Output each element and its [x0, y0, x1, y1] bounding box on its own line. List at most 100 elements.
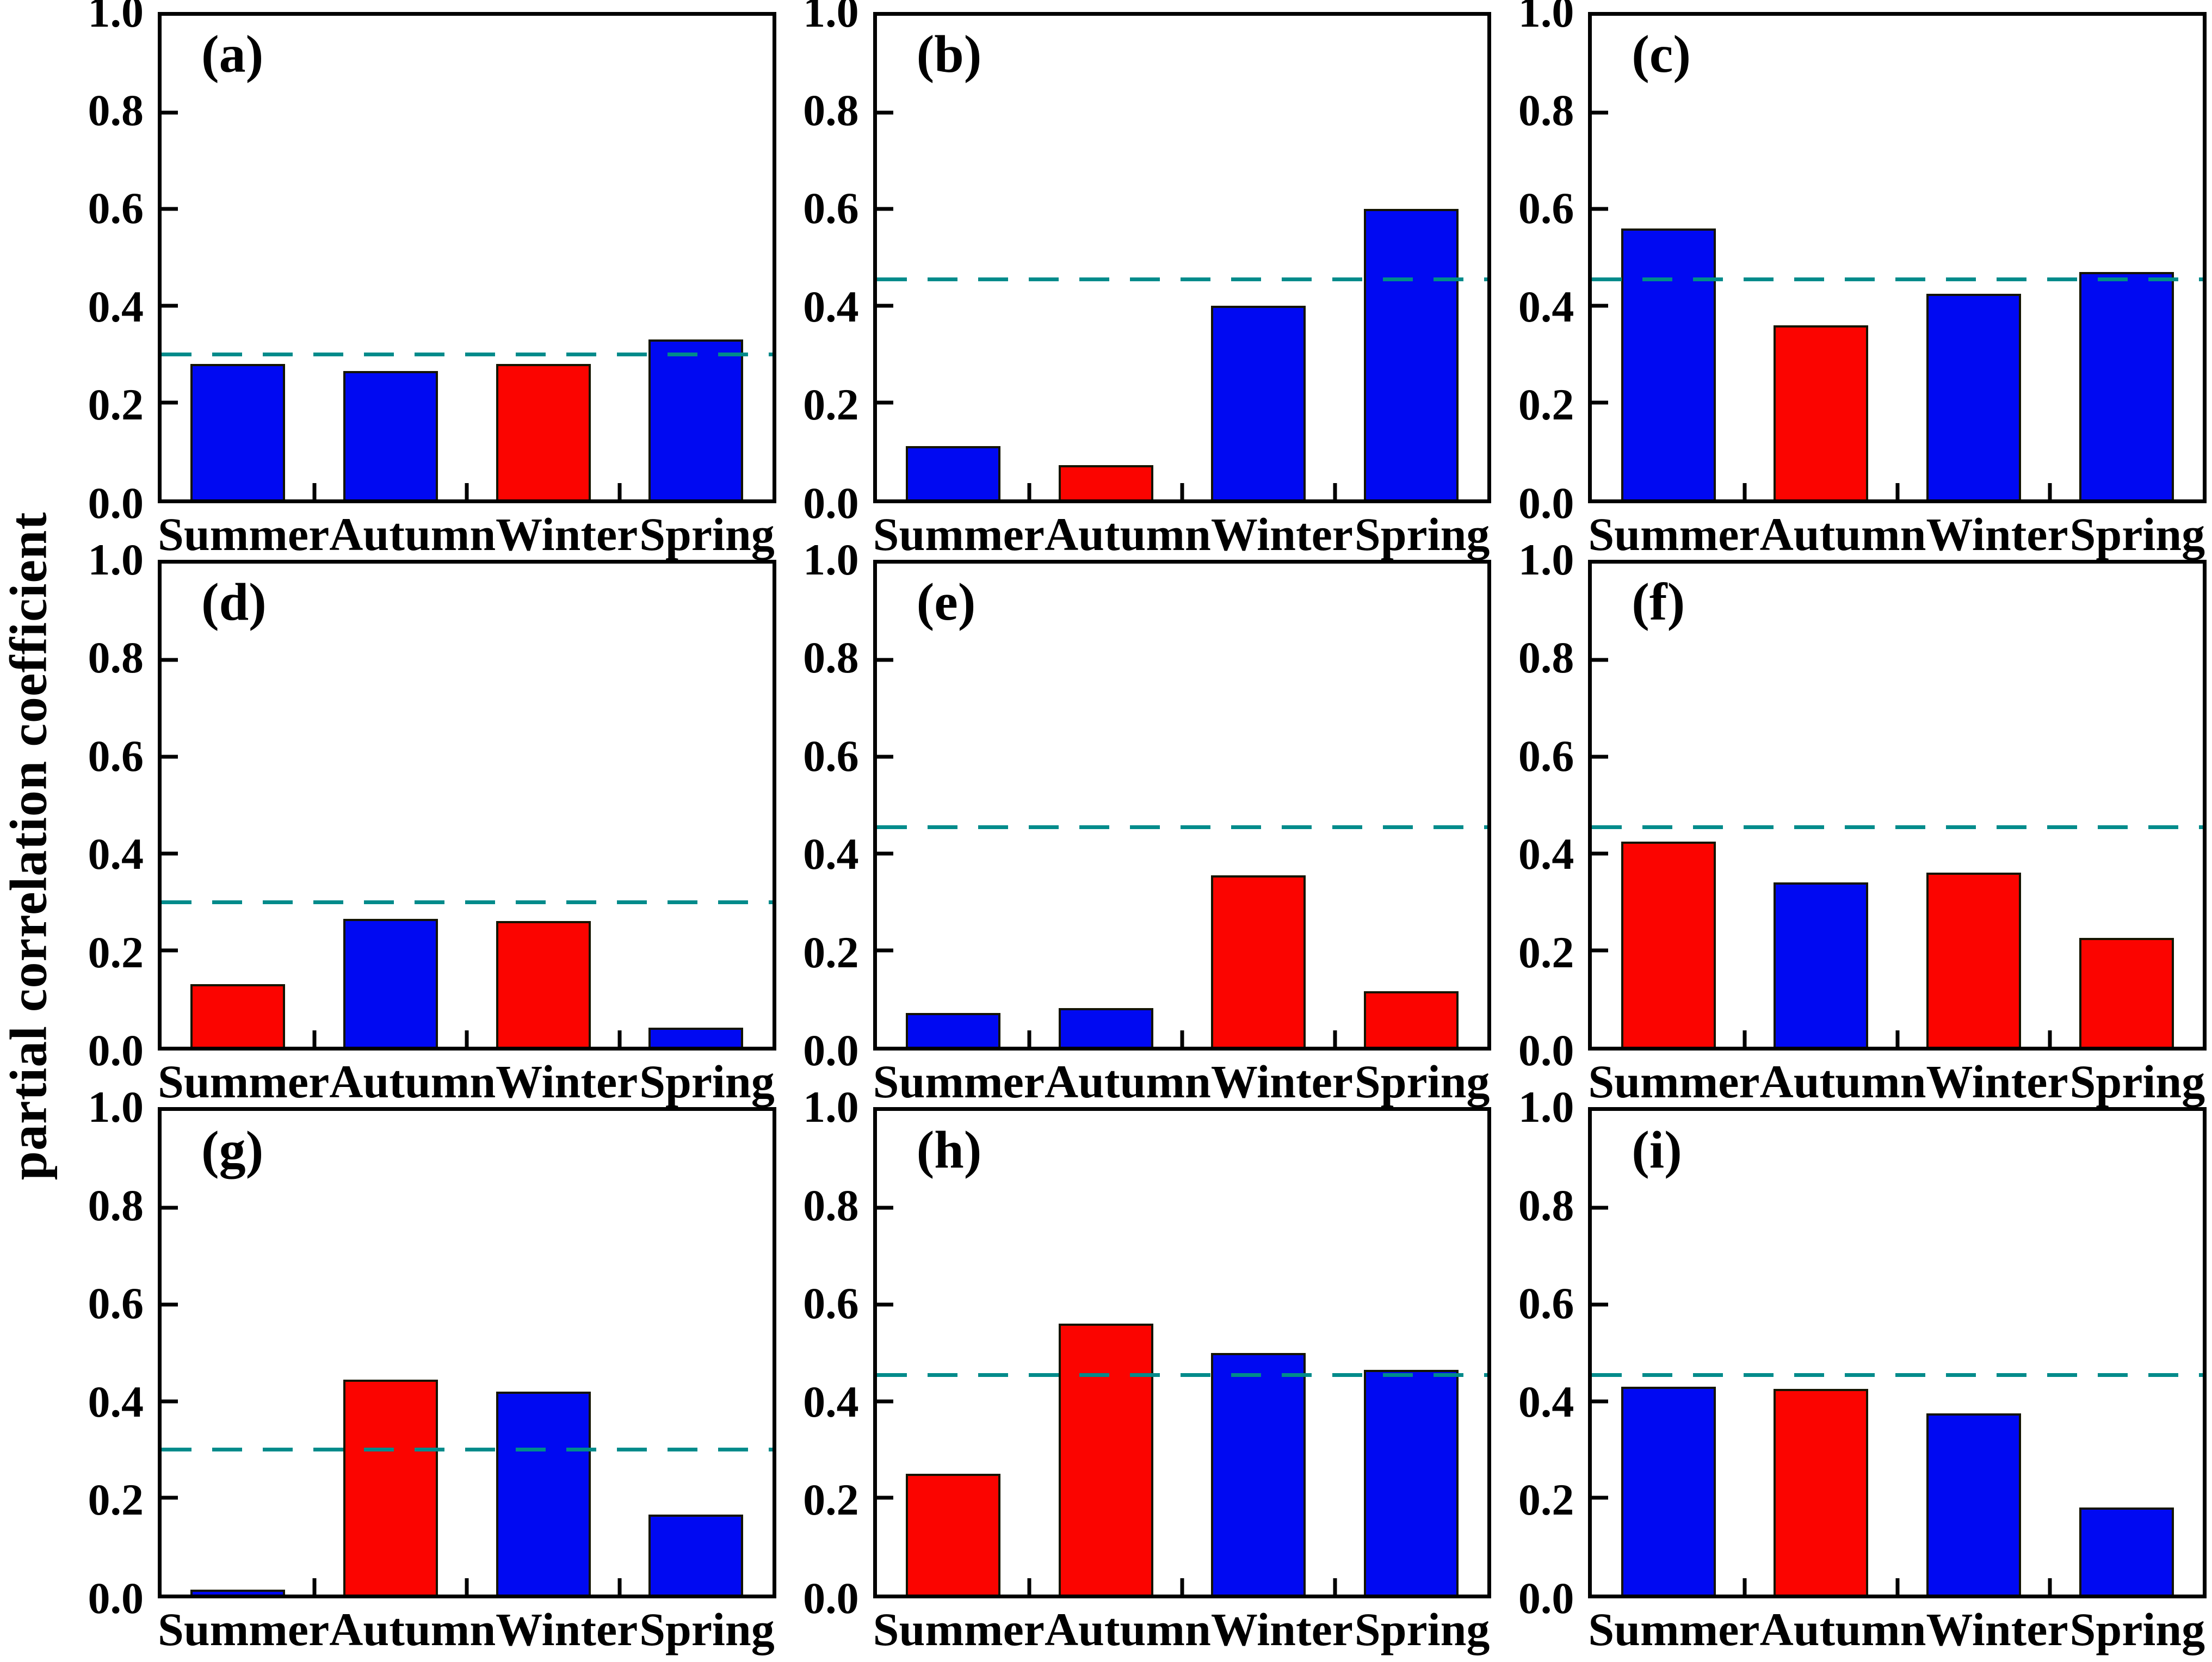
plot-area: (g): [158, 1107, 776, 1598]
x-label-winter: Winter: [496, 508, 638, 560]
bar-spring: [648, 1515, 744, 1595]
y-tick-label: 0.2: [88, 380, 144, 430]
bar-summer: [905, 1473, 1000, 1595]
y-tick-label: 1.0: [803, 1082, 859, 1132]
y-tick-label: 0.0: [88, 478, 144, 528]
x-tick-mark: [2048, 1030, 2052, 1047]
y-tick-mark: [876, 851, 893, 856]
y-tick-label: 0.8: [803, 85, 859, 135]
y-tick-label: 0.6: [803, 183, 859, 233]
x-label-summer: Summer: [1588, 508, 1760, 560]
y-tick-label: 1.0: [88, 1082, 144, 1132]
x-tick-mark: [1895, 1030, 1900, 1047]
plot-area: (i): [1588, 1107, 2207, 1598]
bar-summer: [1621, 228, 1716, 499]
bar-spring: [2079, 1507, 2174, 1595]
significance-threshold-dashed-line: [876, 277, 1488, 282]
y-tick-label: 0.0: [803, 1573, 859, 1623]
y-axis-tick-labels: 0.0 0.2 0.4 0.6 0.8 1.0: [776, 1085, 873, 1621]
x-label-spring: Spring: [2069, 1603, 2205, 1655]
y-tick-label: 0.0: [1518, 478, 1574, 528]
significance-threshold-dashed-line: [876, 1373, 1488, 1377]
bar-summer: [190, 363, 286, 499]
y-tick-mark: [876, 207, 893, 211]
x-label-winter: Winter: [496, 1603, 638, 1655]
y-tick-label: 0.8: [1518, 1180, 1574, 1230]
y-tick-label: 1.0: [1518, 534, 1574, 584]
panel-letter: (g): [201, 1120, 264, 1179]
panel-letter: (c): [1632, 25, 1691, 84]
y-axis-tick-labels: 0.0 0.2 0.4 0.6 0.8 1.0: [1491, 1085, 1588, 1621]
significance-threshold-dashed-line: [162, 900, 773, 904]
chart-panel-b: 0.0 0.2 0.4 0.6 0.8 1.0 (b) Summer Autumn Winter S…: [776, 0, 1492, 560]
x-label-autumn: Autumn: [1759, 1603, 1926, 1655]
y-tick-label: 0.4: [88, 829, 144, 879]
y-tick-label: 0.8: [803, 1180, 859, 1230]
panel-letter: (d): [201, 572, 267, 632]
chart-panel-g: 0.0 0.2 0.4 0.6 0.8 1.0 (g) Summer Autumn Winter S…: [61, 1085, 776, 1655]
y-tick-label: 0.8: [88, 1180, 144, 1230]
x-label-spring: Spring: [2069, 508, 2205, 560]
y-axis-tick-labels: 0.0 0.2 0.4 0.6 0.8 1.0: [61, 0, 158, 525]
y-tick-mark: [876, 755, 893, 759]
bar-winter: [496, 921, 591, 1047]
bar-autumn: [1774, 1389, 1869, 1595]
bar-winter: [1926, 1413, 2021, 1595]
x-tick-mark: [1180, 483, 1184, 499]
x-label-summer: Summer: [873, 1603, 1045, 1655]
x-label-spring: Spring: [2069, 1055, 2205, 1108]
y-tick-mark: [876, 400, 893, 405]
y-tick-label: 0.0: [803, 478, 859, 528]
x-tick-mark: [1895, 1578, 1900, 1595]
y-tick-mark: [1592, 400, 1609, 405]
y-tick-label: 0.4: [1518, 1376, 1574, 1426]
y-tick-label: 0.6: [1518, 183, 1574, 233]
y-tick-label: 0.8: [803, 633, 859, 683]
y-tick-mark: [162, 851, 178, 856]
y-tick-label: 0.0: [88, 1573, 144, 1623]
y-tick-label: 0.6: [803, 1278, 859, 1329]
x-tick-mark: [312, 483, 317, 499]
y-tick-mark: [162, 110, 178, 115]
bar-autumn: [343, 1379, 438, 1595]
significance-threshold-dashed-line: [162, 1448, 773, 1452]
y-tick-label: 0.6: [88, 731, 144, 781]
y-tick-mark: [876, 110, 893, 115]
chart-panel-i: 0.0 0.2 0.4 0.6 0.8 1.0 (i) Summer Autumn Winter S…: [1491, 1085, 2207, 1655]
chart-panel-c: 0.0 0.2 0.4 0.6 0.8 1.0 (c) Summer Autumn Winter S…: [1491, 0, 2207, 560]
x-label-spring: Spring: [639, 1603, 775, 1655]
x-tick-mark: [617, 1030, 622, 1047]
x-axis-category-labels: Summer Autumn Winter Spring: [873, 1051, 1492, 1107]
bar-spring: [1363, 991, 1459, 1047]
plot-area: (f): [1588, 559, 2207, 1051]
bar-summer: [1621, 841, 1716, 1047]
x-label-summer: Summer: [1588, 1603, 1760, 1655]
x-label-autumn: Autumn: [329, 1603, 496, 1655]
chart-panel-e: 0.0 0.2 0.4 0.6 0.8 1.0 (e) Summer Autumn Winter S…: [776, 537, 1492, 1108]
x-label-summer: Summer: [158, 1055, 330, 1108]
y-tick-mark: [1592, 1206, 1609, 1210]
bar-spring: [1363, 209, 1459, 499]
bar-autumn: [1058, 1008, 1153, 1047]
y-tick-mark: [162, 400, 178, 405]
y-tick-label: 0.2: [1518, 927, 1574, 977]
y-tick-label: 0.2: [88, 927, 144, 977]
x-label-winter: Winter: [1210, 1055, 1353, 1108]
panel-letter: (b): [916, 25, 982, 84]
x-label-autumn: Autumn: [329, 1055, 496, 1108]
y-axis-tick-labels: 0.0 0.2 0.4 0.6 0.8 1.0: [1491, 0, 1588, 525]
y-tick-label: 0.6: [1518, 731, 1574, 781]
x-tick-mark: [1743, 1578, 1747, 1595]
x-label-autumn: Autumn: [1759, 1055, 1926, 1108]
y-tick-label: 0.2: [803, 1475, 859, 1525]
y-tick-label: 0.6: [88, 1278, 144, 1329]
plot-area: (a): [158, 12, 776, 503]
significance-threshold-dashed-line: [876, 825, 1488, 829]
y-tick-label: 1.0: [88, 534, 144, 584]
chart-panel-h: 0.0 0.2 0.4 0.6 0.8 1.0 (h) Summer Autumn Winter S…: [776, 1085, 1492, 1655]
y-tick-mark: [1592, 304, 1609, 308]
bar-autumn: [343, 918, 438, 1047]
y-tick-label: 0.4: [88, 281, 144, 331]
bar-autumn: [1774, 325, 1869, 499]
y-tick-mark: [1592, 755, 1609, 759]
